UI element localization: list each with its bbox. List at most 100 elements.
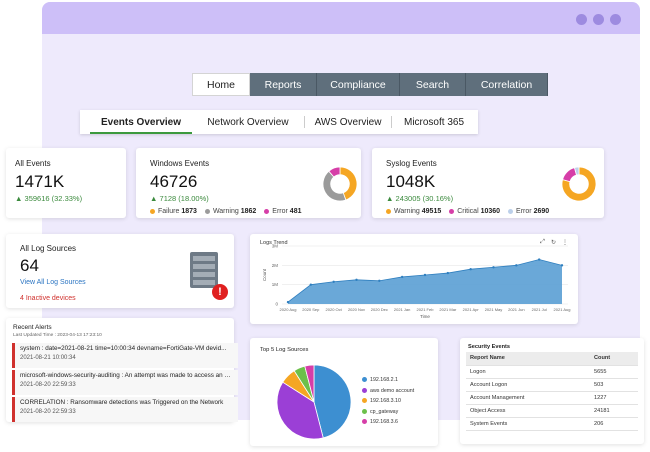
security-events-title: Security Events (468, 344, 510, 350)
view-all-log-sources-link[interactable]: View All Log Sources (20, 279, 86, 286)
alert-message: microsoft-windows-security-auditing : An… (20, 372, 233, 379)
data-point[interactable] (286, 300, 290, 304)
x-tick-label: 2021 May (485, 307, 503, 312)
table-cell: 206 (590, 417, 638, 431)
up-arrow-icon: ▲ (15, 194, 23, 203)
data-point[interactable] (378, 279, 381, 282)
legend-item: Error 2690 (508, 208, 549, 215)
legend-dot-icon (362, 419, 367, 425)
pie-slice[interactable] (561, 166, 597, 202)
tab-aws-overview[interactable]: AWS Overview (314, 116, 382, 128)
x-tick-label: 2021 Aug (554, 307, 571, 312)
data-point[interactable] (332, 280, 335, 283)
data-point[interactable] (560, 264, 564, 267)
x-tick-label: 2020 Aug (280, 307, 297, 312)
legend-value: 10360 (480, 208, 501, 215)
x-tick-label: 2021 Jun (508, 307, 524, 312)
tab-network-overview[interactable]: Network Overview (207, 116, 289, 128)
nav-home[interactable]: Home (192, 73, 250, 96)
legend-label: 192.168.2.1 (370, 377, 398, 383)
x-tick-label: 2020 Sep (302, 307, 320, 312)
legend-dot-icon (362, 377, 367, 383)
data-point[interactable] (537, 258, 541, 261)
y-tick-label: 0 (275, 302, 278, 307)
last-updated-text: Last Updated Time : 2023-04-13 17:23:10 (13, 333, 102, 338)
alert-item[interactable]: microsoft-windows-security-auditing : An… (12, 370, 238, 395)
data-point[interactable] (423, 273, 427, 277)
error-dot-icon (508, 208, 514, 214)
expand-icon[interactable]: ⤢ (540, 239, 545, 245)
y-tick-label: 2M (272, 263, 279, 268)
log-sources-card[interactable]: All Log Sources 64 View All Log Sources … (6, 234, 234, 308)
recent-alerts-card: Recent Alerts Last Updated Time : 2023-0… (6, 318, 238, 422)
syslog-events-value: 1048K (386, 172, 436, 191)
table-row[interactable]: System Events 206 (466, 417, 638, 431)
column-header: Count (590, 352, 638, 366)
data-point[interactable] (446, 271, 450, 275)
log-sources-label: All Log Sources (20, 244, 77, 253)
failure-dot-icon (150, 208, 155, 214)
tab-microsoft-365[interactable]: Microsoft 365 (403, 116, 465, 128)
legend-dot-icon (362, 398, 367, 404)
pie-slice[interactable] (573, 166, 580, 176)
table-cell: Account Logon (466, 378, 590, 392)
pie-slice[interactable] (304, 364, 315, 403)
windows-events-card[interactable]: Windows Events 46726 ▲ 7128 (18.00%) Fai… (136, 148, 361, 218)
data-point[interactable] (400, 275, 404, 279)
server-icon (190, 252, 218, 288)
nav-reports[interactable]: Reports (250, 73, 317, 96)
pie-slice[interactable] (313, 364, 352, 439)
table-cell: Logon (466, 365, 590, 379)
nav-search[interactable]: Search (400, 73, 466, 96)
legend-item: 192.168.2.1 (362, 375, 414, 386)
syslog-events-delta: 243005 (30.16%) (395, 194, 454, 203)
logs-trend-title: Logs Trend (260, 240, 288, 246)
table-row[interactable]: Account Management 1227 (466, 391, 638, 405)
pie-slice[interactable] (328, 166, 341, 178)
alert-item[interactable]: CORRELATION : Ransomware detections was … (12, 397, 238, 422)
tab-events-overview[interactable]: Events Overview (80, 110, 192, 134)
x-tick-label: 2020 Nov (348, 307, 365, 312)
more-options-icon[interactable]: ⋮ (562, 240, 568, 246)
data-point[interactable] (309, 283, 313, 286)
legend-item: Warning 49515 (386, 208, 441, 215)
log-sources-value: 64 (20, 256, 39, 275)
legend-label: 192.168.3.6 (370, 419, 398, 425)
legend-item: Critical 10360 (449, 208, 500, 215)
pie-slice[interactable] (562, 167, 577, 183)
area-series (288, 259, 562, 304)
nav-compliance[interactable]: Compliance (317, 73, 400, 96)
logs-trend-card: Logs Trend ⤢ ↻ ⋮ 3M 2M 1M 0 2020 Aug 2020 Sep… (250, 234, 578, 324)
table-row[interactable]: Account Logon 503 (466, 378, 638, 392)
table-row[interactable]: Object Access 24181 (466, 404, 638, 418)
warning-dot-icon (204, 208, 210, 214)
top-sources-title: Top 5 Log Sources (260, 347, 309, 353)
legend-item: aws demo account (362, 386, 414, 397)
main-nav: Home Reports Compliance Search Correlati… (192, 73, 548, 96)
pie-slice[interactable] (276, 381, 324, 440)
legend-dot-icon (362, 408, 367, 414)
table-cell: Object Access (466, 404, 590, 418)
window-dot-icon (593, 14, 604, 25)
x-tick-label: 2021 Jul (532, 307, 547, 312)
alert-item[interactable]: system : date=2021-08-21 time=10:00:34 d… (12, 343, 238, 368)
dashboard-tabs: Events Overview Network Overview AWS Ove… (80, 110, 478, 134)
legend-label: cp_gateway (370, 408, 399, 415)
tab-separator (391, 116, 392, 128)
all-events-card[interactable]: All Events 1471K ▲ 359616 (32.33%) (6, 148, 126, 218)
syslog-events-card[interactable]: Syslog Events 1048K ▲ 243005 (30.16%) Wa… (372, 148, 604, 218)
nav-correlation[interactable]: Correlation (466, 73, 548, 96)
data-point[interactable] (515, 264, 518, 267)
data-point[interactable] (492, 266, 495, 269)
table-row[interactable]: Logon 5655 (466, 365, 638, 379)
windows-events-delta: 7128 (18.00%) (159, 194, 209, 203)
up-arrow-icon: ▲ (150, 194, 158, 203)
x-tick-label: 2021 Feb (417, 307, 435, 312)
data-point[interactable] (355, 278, 358, 282)
error-dot-icon (264, 208, 270, 214)
data-point[interactable] (469, 268, 472, 271)
x-axis-label: Time (420, 314, 430, 319)
refresh-icon[interactable]: ↻ (550, 240, 556, 246)
warning-badge-icon: ! (212, 284, 228, 300)
